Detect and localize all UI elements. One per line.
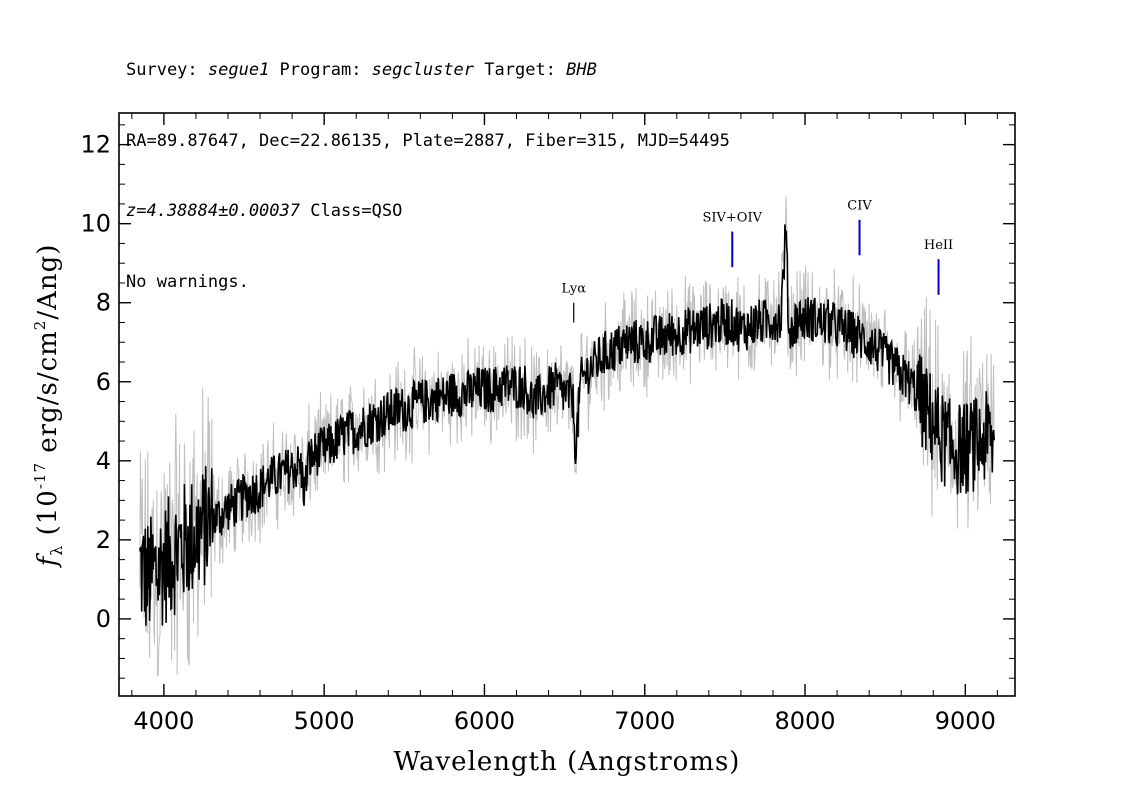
header-line-survey: Survey: segue1 Program: segcluster Targe… bbox=[126, 59, 730, 83]
ylabel-part: erg/s/cm bbox=[33, 330, 63, 462]
emission-line-markers: Lyα SIV+OIV CIV HeII bbox=[561, 199, 953, 323]
spectrum-header: Survey: segue1 Program: segcluster Targe… bbox=[126, 12, 730, 318]
axis-ticks: 4000 5000 6000 7000 8000 9000 0 2 4 6 8 10 12 bbox=[80, 113, 1015, 735]
y-tick-label: 10 bbox=[80, 210, 111, 238]
x-tick-label: 7000 bbox=[614, 707, 675, 735]
x-tick-label: 4000 bbox=[133, 707, 194, 735]
emission-line-label: HeII bbox=[924, 238, 953, 253]
y-tick-label: 12 bbox=[80, 131, 111, 159]
x-tick-label: 6000 bbox=[454, 707, 515, 735]
plot-frame bbox=[118, 112, 1016, 697]
redshift-value: z=4.38884±0.00037 bbox=[126, 201, 300, 221]
x-tick-label: 8000 bbox=[774, 707, 835, 735]
ylabel-exp: 2 bbox=[31, 320, 49, 331]
error-series bbox=[139, 196, 995, 677]
error-band bbox=[139, 196, 995, 677]
class-value: Class=QSO bbox=[300, 201, 403, 221]
target-label: Target: bbox=[474, 60, 567, 80]
survey-label: Survey: bbox=[126, 60, 208, 80]
header-line-coordinates: RA=89.87647, Dec=22.86135, Plate=2887, F… bbox=[126, 130, 730, 151]
y-tick-label: 8 bbox=[96, 289, 111, 317]
x-tick-label: 5000 bbox=[294, 707, 355, 735]
program-label: Program: bbox=[269, 60, 372, 80]
target-value: BHB bbox=[566, 60, 597, 80]
y-tick-label: 2 bbox=[96, 526, 111, 554]
emission-line-label: CIV bbox=[847, 199, 872, 214]
y-tick-label: 0 bbox=[96, 605, 111, 633]
header-line-redshift: z=4.38884±0.00037 Class=QSO bbox=[126, 200, 730, 224]
program-value: segcluster bbox=[371, 60, 475, 80]
survey-value: segue1 bbox=[207, 60, 270, 80]
ylabel-part: /Ang) bbox=[33, 244, 63, 320]
x-tick-label: 9000 bbox=[935, 707, 996, 735]
ylabel-part: (10 bbox=[33, 489, 63, 545]
ylabel-lambda: λ bbox=[47, 545, 66, 556]
flux-series bbox=[139, 224, 995, 626]
ylabel-exp: -17 bbox=[31, 462, 49, 489]
y-tick-label: 4 bbox=[96, 447, 111, 475]
y-axis-title: fλ (10-17 erg/s/cm2/Ang) bbox=[31, 244, 66, 569]
flux-line bbox=[139, 224, 995, 626]
emission-line-label: SIV+OIV bbox=[702, 211, 762, 226]
ylabel-f: f bbox=[33, 552, 63, 568]
emission-line-label: Lyα bbox=[561, 282, 586, 297]
header-line-warnings: No warnings. bbox=[126, 271, 249, 292]
y-tick-label: 6 bbox=[96, 368, 111, 396]
x-axis-title: Wavelength (Angstroms) bbox=[394, 747, 741, 777]
